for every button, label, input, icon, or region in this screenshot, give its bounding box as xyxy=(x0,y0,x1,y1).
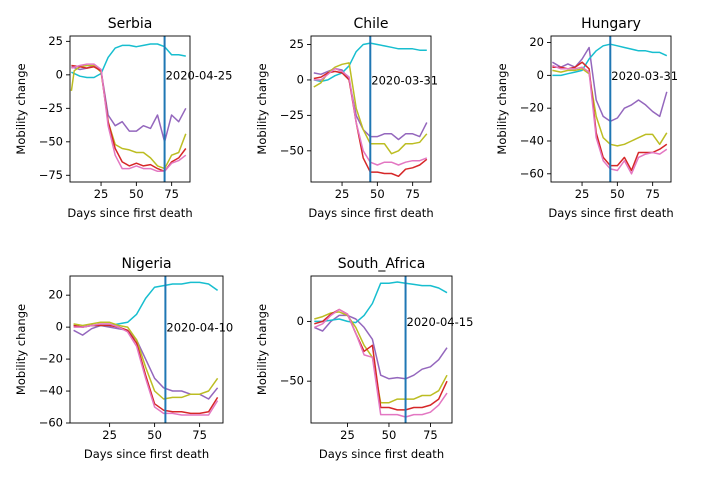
serbia-x-tick-label: 75 xyxy=(164,187,179,201)
south-africa-y-tick-label: −50 xyxy=(280,374,304,388)
serbia-series-line-5 xyxy=(71,63,187,173)
nigeria-y-tick-label: −40 xyxy=(39,384,63,398)
chile-x-tick-label: 50 xyxy=(370,187,385,201)
nigeria-date-marker-label: 2020-04-10 xyxy=(166,321,233,335)
chile-y-tick-label: −50 xyxy=(280,143,304,157)
nigeria-chart-title: Nigeria xyxy=(121,256,171,272)
serbia-series-line-2 xyxy=(71,43,186,79)
serbia-series-line-3 xyxy=(70,64,187,170)
nigeria-y-tick-label: 0 xyxy=(56,320,63,334)
chile-date-marker-label: 2020-03-31 xyxy=(371,73,438,87)
south-africa-x-tick-label: 25 xyxy=(340,428,355,442)
serbia-y-axis-label: Mobility change xyxy=(14,63,28,154)
nigeria-series-line-3 xyxy=(73,321,219,400)
serbia-y-tick-label: −25 xyxy=(39,101,63,115)
nigeria-x-tick-label: 25 xyxy=(102,428,117,442)
serbia-y-tick-label: −75 xyxy=(39,168,63,182)
south-africa-chart-title: South_Africa xyxy=(338,256,426,272)
chile-y-tick-label: 0 xyxy=(297,72,304,86)
chart-hungary: 2020-03-31 25 50 75 20 0 −20 −40 −60 Hungary Days … xyxy=(495,16,678,220)
serbia-y-tick-label: 0 xyxy=(56,67,63,81)
hungary-y-tick-label: −20 xyxy=(520,101,544,115)
hungary-y-tick-label: −40 xyxy=(520,133,544,147)
nigeria-y-tick-label: −20 xyxy=(39,352,63,366)
nigeria-axes-frame xyxy=(69,275,224,424)
nigeria-x-tick-label: 75 xyxy=(192,428,207,442)
hungary-x-tick-label: 50 xyxy=(610,187,625,201)
nigeria-x-axis-label: Days since first death xyxy=(84,447,209,461)
nigeria-y-tick-label: −60 xyxy=(39,416,63,430)
serbia-x-tick-label: 50 xyxy=(129,187,144,201)
serbia-series-line-1 xyxy=(71,64,187,143)
south-africa-date-marker-label: 2020-04-15 xyxy=(407,315,474,329)
serbia-date-marker-label: 2020-04-25 xyxy=(166,68,233,82)
chart-serbia: 2020-04-25 25 50 75 25 0 −25 −50 −75 Serbia Days s… xyxy=(14,16,232,220)
nigeria-series-line-4 xyxy=(73,324,219,415)
chile-axes-frame xyxy=(310,35,432,183)
chile-y-tick-label: 25 xyxy=(289,37,304,51)
serbia-axes-frame xyxy=(69,35,191,183)
nigeria-y-tick-label: 20 xyxy=(48,288,63,302)
serbia-y-tick-label: 25 xyxy=(48,34,63,48)
nigeria-x-tick-label: 50 xyxy=(147,428,162,442)
nigeria-series-line-5 xyxy=(73,323,219,416)
serbia-chart-title: Serbia xyxy=(108,16,153,32)
serbia-y-tick-label: −50 xyxy=(39,134,63,148)
hungary-y-tick-label: −60 xyxy=(520,166,544,180)
serbia-x-axis-label: Days since first death xyxy=(67,206,192,220)
hungary-x-tick-label: 75 xyxy=(645,187,660,201)
chart-south-africa: 2020-04-15 25 50 75 0 −50 South_Africa Days sin… xyxy=(255,256,473,461)
hungary-axes-frame xyxy=(550,35,672,183)
hungary-y-tick-label: 20 xyxy=(529,35,544,49)
south-africa-x-tick-label: 75 xyxy=(423,428,438,442)
chile-y-tick-label: −25 xyxy=(280,108,304,122)
south-africa-series-line-2 xyxy=(314,281,448,324)
hungary-chart-title: Hungary xyxy=(581,16,641,32)
chart-chile: 2020-03-31 25 50 75 25 0 −25 −50 Chile Days since… xyxy=(255,16,438,220)
hungary-y-tick-label: 0 xyxy=(537,68,544,82)
hungary-y-axis-label: Mobility change xyxy=(495,63,509,154)
serbia-x-tick-label: 25 xyxy=(94,187,109,201)
hungary-date-marker-label: 2020-03-31 xyxy=(611,69,678,83)
south-africa-axes-frame xyxy=(310,275,453,424)
south-africa-series-line-5 xyxy=(314,308,448,418)
south-africa-y-tick-label: 0 xyxy=(297,314,304,328)
hungary-x-tick-label: 25 xyxy=(575,187,590,201)
chile-chart-title: Chile xyxy=(353,16,388,32)
chile-x-axis-label: Days since first death xyxy=(308,206,433,220)
hungary-x-axis-label: Days since first death xyxy=(548,206,673,220)
south-africa-y-axis-label: Mobility change xyxy=(255,304,269,395)
chile-x-tick-label: 75 xyxy=(405,187,420,201)
chile-x-tick-label: 25 xyxy=(335,187,350,201)
south-africa-x-tick-label: 50 xyxy=(382,428,397,442)
chart-nigeria: 2020-04-10 25 50 75 20 0 −20 −40 −60 Nigeria Days … xyxy=(14,256,233,461)
nigeria-series-line-1 xyxy=(73,324,219,400)
south-africa-series-line-1 xyxy=(314,314,448,380)
south-africa-x-axis-label: Days since first death xyxy=(319,447,444,461)
nigeria-y-axis-label: Mobility change xyxy=(14,304,28,395)
chile-y-axis-label: Mobility change xyxy=(255,63,269,154)
